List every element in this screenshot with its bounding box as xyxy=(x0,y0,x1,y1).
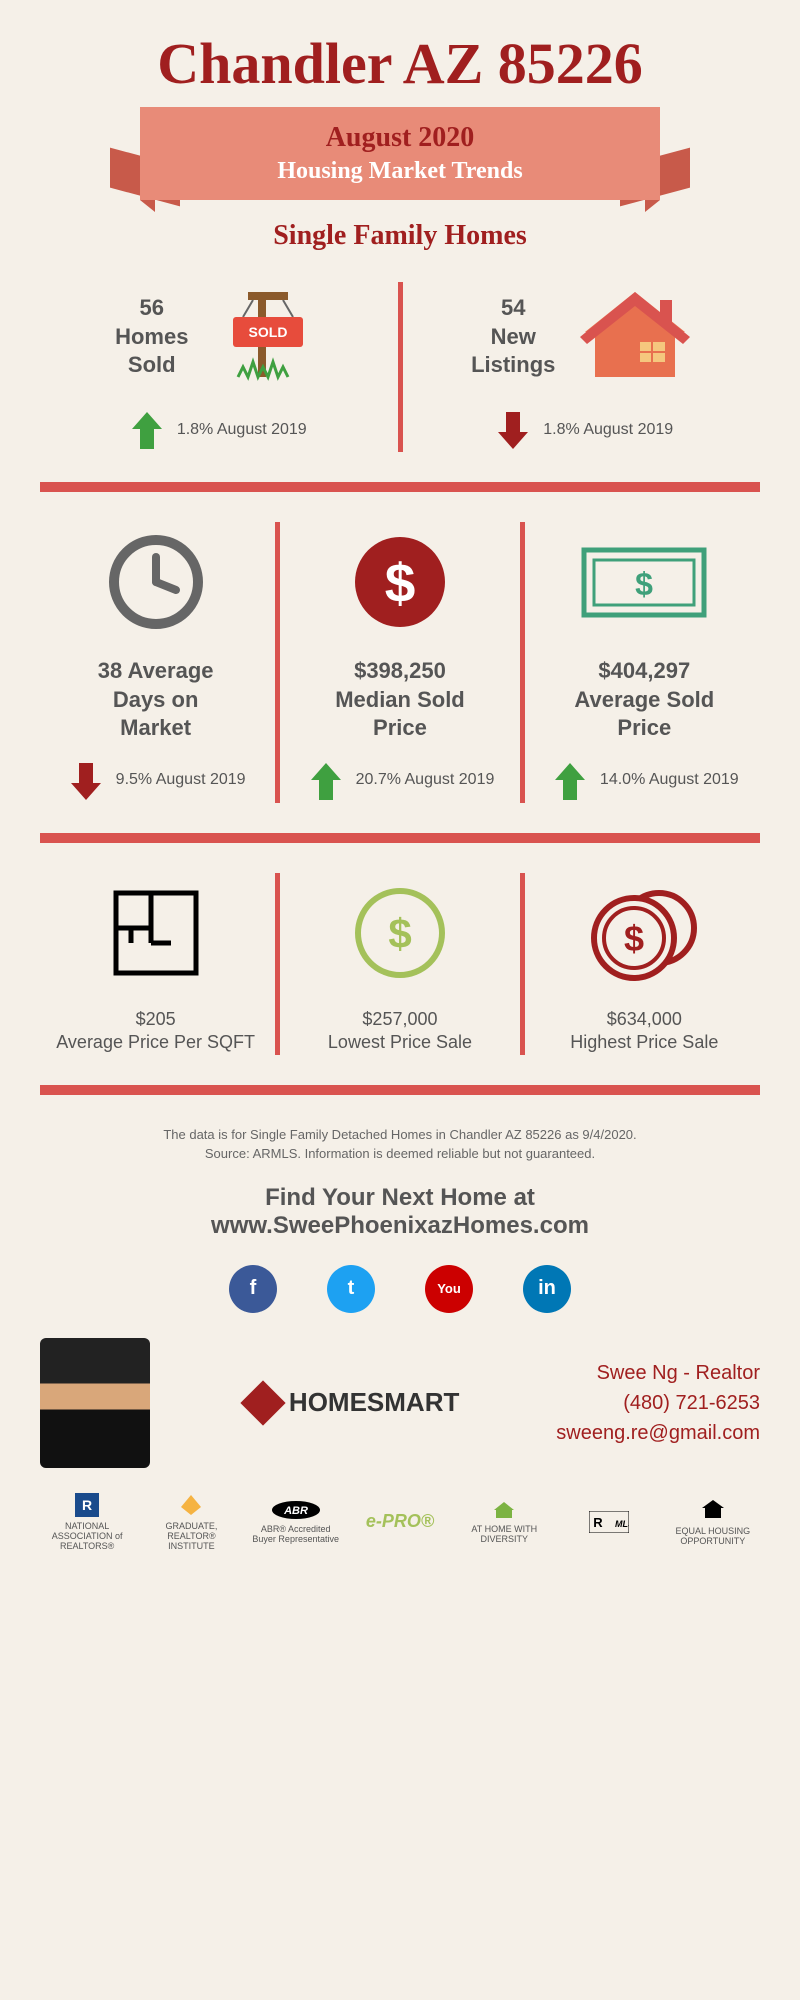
cta-l2: www.SweePhoenixazHomes.com xyxy=(211,1212,589,1239)
floorplan-icon xyxy=(106,883,206,983)
mls-logo: R MLS xyxy=(561,1511,655,1533)
youtube-icon[interactable]: You xyxy=(425,1265,473,1313)
nar-logo: R NATIONAL ASSOCIATION of REALTORS® xyxy=(40,1493,134,1551)
disclaimer: The data is for Single Family Detached H… xyxy=(40,1125,760,1164)
svg-text:$: $ xyxy=(385,552,416,614)
cta: Find Your Next Home at www.SweePhoenixaz… xyxy=(40,1184,760,1240)
new-listings-label2: Listings xyxy=(471,352,555,377)
svg-text:R: R xyxy=(82,1497,92,1513)
arrow-up-icon xyxy=(127,407,167,452)
dollar-coin-green-icon: $ xyxy=(350,883,450,983)
banner-ribbon: August 2020 Housing Market Trends xyxy=(140,107,660,200)
stat-days-on-market: 38 Average Days on Market 9.5% August 20… xyxy=(44,522,267,803)
banner-period: August 2020 xyxy=(160,122,640,154)
svg-text:$: $ xyxy=(388,910,411,957)
contact-row: HOMESMART Swee Ng - Realtor (480) 721-62… xyxy=(40,1338,760,1468)
divider-1 xyxy=(40,482,760,492)
abr-logo: ABR ABR® Accredited Buyer Representative xyxy=(249,1500,343,1544)
stats-row-2: 38 Average Days on Market 9.5% August 20… xyxy=(40,522,760,803)
epro-logo: e-PRO® xyxy=(353,1511,447,1532)
stat-highest-price: $ $634,000 Highest Price Sale xyxy=(533,873,756,1055)
svg-text:R: R xyxy=(593,1515,603,1530)
disclaimer-l2: Source: ARMLS. Information is deemed rel… xyxy=(205,1146,595,1161)
new-listings-trend: 1.8% August 2019 xyxy=(543,421,673,439)
cta-l1: Find Your Next Home at xyxy=(265,1184,535,1211)
brand-logo: HOMESMART xyxy=(247,1387,459,1419)
homes-sold-trend: 1.8% August 2019 xyxy=(177,421,307,439)
house-icon xyxy=(575,282,695,392)
divider-3 xyxy=(40,1085,760,1095)
brand-name: HOMESMART xyxy=(289,1387,459,1418)
avg-label2: Price xyxy=(617,715,671,740)
dom-trend: 9.5% August 2019 xyxy=(116,771,246,789)
diversity-logo: AT HOME WITH DIVERSITY xyxy=(457,1500,551,1544)
lowest-label: Lowest Price Sale xyxy=(328,1032,472,1052)
contact-phone[interactable]: (480) 721-6253 xyxy=(556,1388,760,1418)
arrow-up-icon xyxy=(550,758,590,803)
new-listings-value: 54 xyxy=(501,295,525,320)
stats-row-3: $205 Average Price Per SQFT $ $257,000 L… xyxy=(40,873,760,1055)
sold-sign-icon: SOLD xyxy=(208,282,318,392)
median-value: $398,250 xyxy=(354,658,446,683)
page-title: Chandler AZ 85226 xyxy=(40,30,760,97)
homes-sold-label2: Sold xyxy=(128,352,176,377)
median-label1: Median Sold xyxy=(335,687,465,712)
stats-row-1: 56 Homes Sold SOLD 1.8% August 2019 xyxy=(40,282,760,452)
stat-lowest-price: $ $257,000 Lowest Price Sale xyxy=(288,873,511,1055)
contact-info: Swee Ng - Realtor (480) 721-6253 sweeng.… xyxy=(556,1358,760,1448)
twitter-icon[interactable]: t xyxy=(327,1265,375,1313)
arrow-down-icon xyxy=(66,758,106,803)
footer-certifications: R NATIONAL ASSOCIATION of REALTORS® GRAD… xyxy=(40,1493,760,1551)
avg-label1: Average Sold xyxy=(574,687,714,712)
banner-subtitle: Housing Market Trends xyxy=(160,158,640,185)
dom-label1: Days on xyxy=(113,687,199,712)
linkedin-icon[interactable]: in xyxy=(523,1265,571,1313)
realtor-photo xyxy=(40,1338,150,1468)
dom-value: 38 Average xyxy=(98,658,214,683)
contact-name: Swee Ng - Realtor xyxy=(556,1358,760,1388)
stat-new-listings: 54 New Listings 1.8% August 2019 xyxy=(410,282,756,452)
new-listings-label1: New xyxy=(491,324,536,349)
median-trend: 20.7% August 2019 xyxy=(356,771,495,789)
stat-median-price: $ $398,250 Median Sold Price 20.7% Augus… xyxy=(288,522,511,803)
eho-logo: EQUAL HOUSING OPPORTUNITY xyxy=(666,1498,760,1546)
disclaimer-l1: The data is for Single Family Detached H… xyxy=(163,1127,636,1142)
sqft-value: $205 xyxy=(136,1009,176,1029)
homes-sold-value: 56 xyxy=(140,295,164,320)
gri-logo: GRADUATE, REALTOR® INSTITUTE xyxy=(144,1493,238,1551)
highest-label: Highest Price Sale xyxy=(570,1032,718,1052)
arrow-up-icon xyxy=(306,758,346,803)
homes-sold-label1: Homes xyxy=(115,324,188,349)
facebook-icon[interactable]: f xyxy=(229,1265,277,1313)
stat-homes-sold: 56 Homes Sold SOLD 1.8% August 2019 xyxy=(44,282,390,452)
sqft-label: Average Price Per SQFT xyxy=(56,1032,255,1052)
dollar-coin-red-icon: $ xyxy=(350,532,450,632)
social-links: f t You in xyxy=(40,1265,760,1313)
clock-icon xyxy=(106,532,206,632)
dollar-bill-icon: $ xyxy=(579,540,709,625)
svg-text:$: $ xyxy=(635,566,653,602)
dollar-coins-red-icon: $ xyxy=(589,883,699,983)
contact-email[interactable]: sweeng.re@gmail.com xyxy=(556,1418,760,1448)
svg-text:MLS: MLS xyxy=(615,1519,629,1529)
svg-text:$: $ xyxy=(624,918,644,959)
svg-text:SOLD: SOLD xyxy=(249,324,288,340)
lowest-value: $257,000 xyxy=(362,1009,437,1029)
avg-value: $404,297 xyxy=(598,658,690,683)
dom-label2: Market xyxy=(120,715,191,740)
svg-text:ABR: ABR xyxy=(283,1505,308,1517)
stat-average-price: $ $404,297 Average Sold Price 14.0% Augu… xyxy=(533,522,756,803)
highest-value: $634,000 xyxy=(607,1009,682,1029)
subtitle: Single Family Homes xyxy=(40,220,760,252)
arrow-down-icon xyxy=(493,407,533,452)
divider-2 xyxy=(40,833,760,843)
stat-price-sqft: $205 Average Price Per SQFT xyxy=(44,873,267,1055)
avg-trend: 14.0% August 2019 xyxy=(600,771,739,789)
median-label2: Price xyxy=(373,715,427,740)
